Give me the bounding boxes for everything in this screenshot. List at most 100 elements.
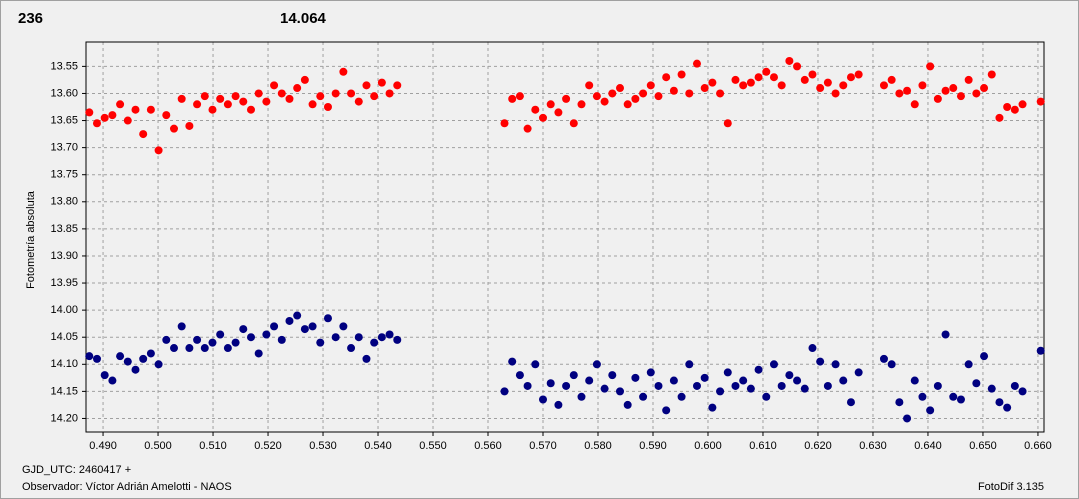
data-point bbox=[769, 73, 778, 82]
data-point bbox=[177, 94, 186, 103]
y-tick-label: 14.05 bbox=[50, 331, 78, 343]
data-point bbox=[193, 100, 202, 109]
data-point bbox=[108, 376, 117, 385]
data-point bbox=[508, 357, 517, 366]
data-point bbox=[654, 381, 663, 390]
data-point bbox=[316, 92, 325, 101]
data-point bbox=[631, 94, 640, 103]
data-point bbox=[223, 100, 232, 109]
data-point bbox=[123, 357, 132, 366]
data-point bbox=[139, 130, 148, 139]
data-point bbox=[108, 111, 117, 120]
x-tick-label: 0.590 bbox=[639, 440, 667, 452]
data-point bbox=[562, 381, 571, 390]
data-point bbox=[708, 403, 717, 412]
data-point bbox=[746, 384, 755, 393]
data-point bbox=[300, 325, 309, 334]
data-point bbox=[623, 400, 632, 409]
data-point bbox=[293, 84, 302, 93]
data-point bbox=[577, 100, 586, 109]
data-point bbox=[918, 81, 927, 90]
data-point bbox=[1018, 100, 1027, 109]
data-point bbox=[239, 325, 248, 334]
data-point bbox=[1036, 97, 1045, 106]
data-point bbox=[887, 360, 896, 369]
x-tick-label: 0.620 bbox=[804, 440, 832, 452]
data-point bbox=[100, 371, 109, 380]
y-tick-label: 13.70 bbox=[50, 142, 78, 154]
data-point bbox=[370, 92, 379, 101]
data-point bbox=[246, 333, 255, 342]
data-point bbox=[1010, 105, 1019, 114]
y-tick-label: 13.85 bbox=[50, 223, 78, 235]
data-point bbox=[879, 81, 888, 90]
data-point bbox=[639, 392, 648, 401]
data-point bbox=[354, 333, 363, 342]
data-point bbox=[131, 105, 140, 114]
x-tick-label: 0.550 bbox=[419, 440, 447, 452]
data-point bbox=[569, 371, 578, 380]
data-point bbox=[816, 357, 825, 366]
data-point bbox=[823, 78, 832, 87]
data-point bbox=[631, 373, 640, 382]
data-point bbox=[941, 86, 950, 95]
data-point bbox=[500, 387, 509, 396]
data-point bbox=[239, 97, 248, 106]
data-point bbox=[85, 352, 94, 361]
data-point bbox=[895, 398, 904, 407]
data-point bbox=[933, 94, 942, 103]
data-point bbox=[1018, 387, 1027, 396]
data-point bbox=[941, 330, 950, 339]
data-point bbox=[956, 92, 965, 101]
data-point bbox=[515, 92, 524, 101]
data-point bbox=[254, 89, 263, 98]
data-point bbox=[146, 105, 155, 114]
data-point bbox=[531, 360, 540, 369]
data-point bbox=[185, 344, 194, 353]
data-point bbox=[362, 354, 371, 363]
data-point bbox=[723, 368, 732, 377]
data-point bbox=[531, 105, 540, 114]
data-point bbox=[677, 392, 686, 401]
data-point bbox=[716, 89, 725, 98]
data-point bbox=[546, 100, 555, 109]
x-tick-label: 0.580 bbox=[584, 440, 612, 452]
data-point bbox=[92, 354, 101, 363]
data-point bbox=[223, 344, 232, 353]
data-point bbox=[208, 105, 217, 114]
data-point bbox=[323, 314, 332, 323]
data-point bbox=[739, 376, 748, 385]
data-point bbox=[216, 94, 225, 103]
data-point bbox=[523, 124, 532, 133]
data-point bbox=[600, 97, 609, 106]
data-point bbox=[377, 78, 386, 87]
data-point bbox=[200, 344, 209, 353]
data-point bbox=[654, 92, 663, 101]
data-point bbox=[231, 92, 240, 101]
data-point bbox=[692, 381, 701, 390]
data-point bbox=[887, 75, 896, 84]
data-point bbox=[162, 111, 171, 120]
data-point bbox=[692, 59, 701, 68]
data-point bbox=[639, 89, 648, 98]
x-tick-label: 0.500 bbox=[144, 440, 172, 452]
data-point bbox=[808, 344, 817, 353]
data-point bbox=[615, 84, 624, 93]
data-point bbox=[926, 62, 935, 71]
y-tick-label: 13.90 bbox=[50, 250, 78, 262]
data-point bbox=[362, 81, 371, 90]
data-point bbox=[254, 349, 263, 358]
data-point bbox=[646, 81, 655, 90]
data-point bbox=[933, 381, 942, 390]
x-tick-label: 0.540 bbox=[364, 440, 392, 452]
x-tick-label: 0.560 bbox=[474, 440, 502, 452]
data-point bbox=[716, 387, 725, 396]
data-point bbox=[1003, 103, 1012, 111]
data-point bbox=[800, 75, 809, 84]
data-point bbox=[723, 119, 732, 128]
data-point bbox=[1010, 381, 1019, 390]
data-point bbox=[754, 73, 763, 82]
data-point bbox=[554, 400, 563, 409]
